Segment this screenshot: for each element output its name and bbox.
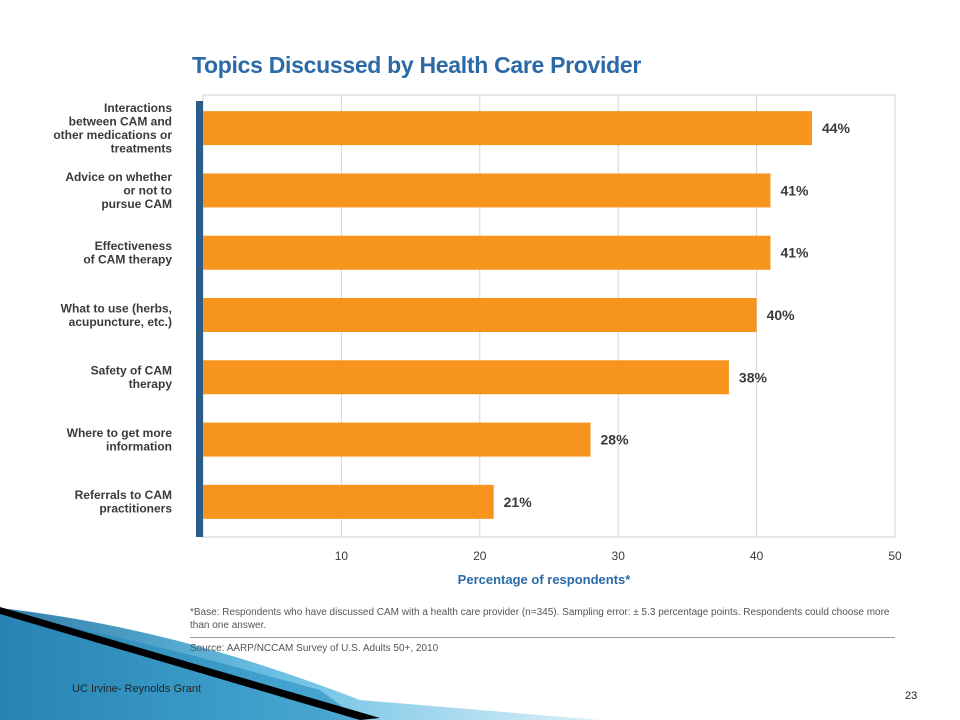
bar (203, 484, 494, 519)
data-label: 21% (504, 494, 533, 510)
category-label: What to use (herbs, acupuncture, etc.) (61, 301, 172, 329)
x-tick-label: 10 (335, 549, 349, 563)
x-tick-label: 30 (612, 549, 626, 563)
x-tick-label: 40 (750, 549, 764, 563)
divider (190, 637, 895, 638)
x-tick-label: 20 (473, 549, 487, 563)
x-axis-label: Percentage of respondents* (458, 572, 632, 587)
data-label: 38% (739, 369, 768, 385)
footer-credit: UC Irvine- Reynolds Grant (72, 683, 201, 695)
category-label: Effectiveness of CAM therapy (83, 239, 172, 267)
category-label: Referrals to CAM practitioners (75, 488, 173, 516)
source-note: Source: AARP/NCCAM Survey of U.S. Adults… (190, 643, 439, 654)
bar (203, 235, 771, 270)
y-axis-bar (196, 101, 203, 537)
chart-title: Topics Discussed by Health Care Provider (192, 52, 642, 78)
data-label: 40% (767, 307, 796, 323)
category-label: Where to get more information (67, 426, 173, 454)
data-label: 28% (601, 432, 630, 448)
bar (203, 111, 812, 146)
data-label: 41% (780, 245, 809, 261)
bar (203, 298, 757, 332)
bar (203, 173, 771, 208)
bar (203, 360, 729, 395)
data-label: 44% (822, 120, 851, 136)
bar (203, 422, 591, 457)
category-label: Advice on whether or not to pursue CAM (65, 170, 172, 211)
data-label: 41% (780, 182, 809, 198)
x-tick-label: 50 (888, 549, 902, 563)
category-label: Interactions between CAM and other medicat… (53, 101, 172, 155)
page-number: 23 (905, 690, 918, 702)
category-label: Safety of CAM therapy (91, 364, 173, 392)
footnote: *Base: Respondents who have discussed CA… (190, 607, 890, 631)
